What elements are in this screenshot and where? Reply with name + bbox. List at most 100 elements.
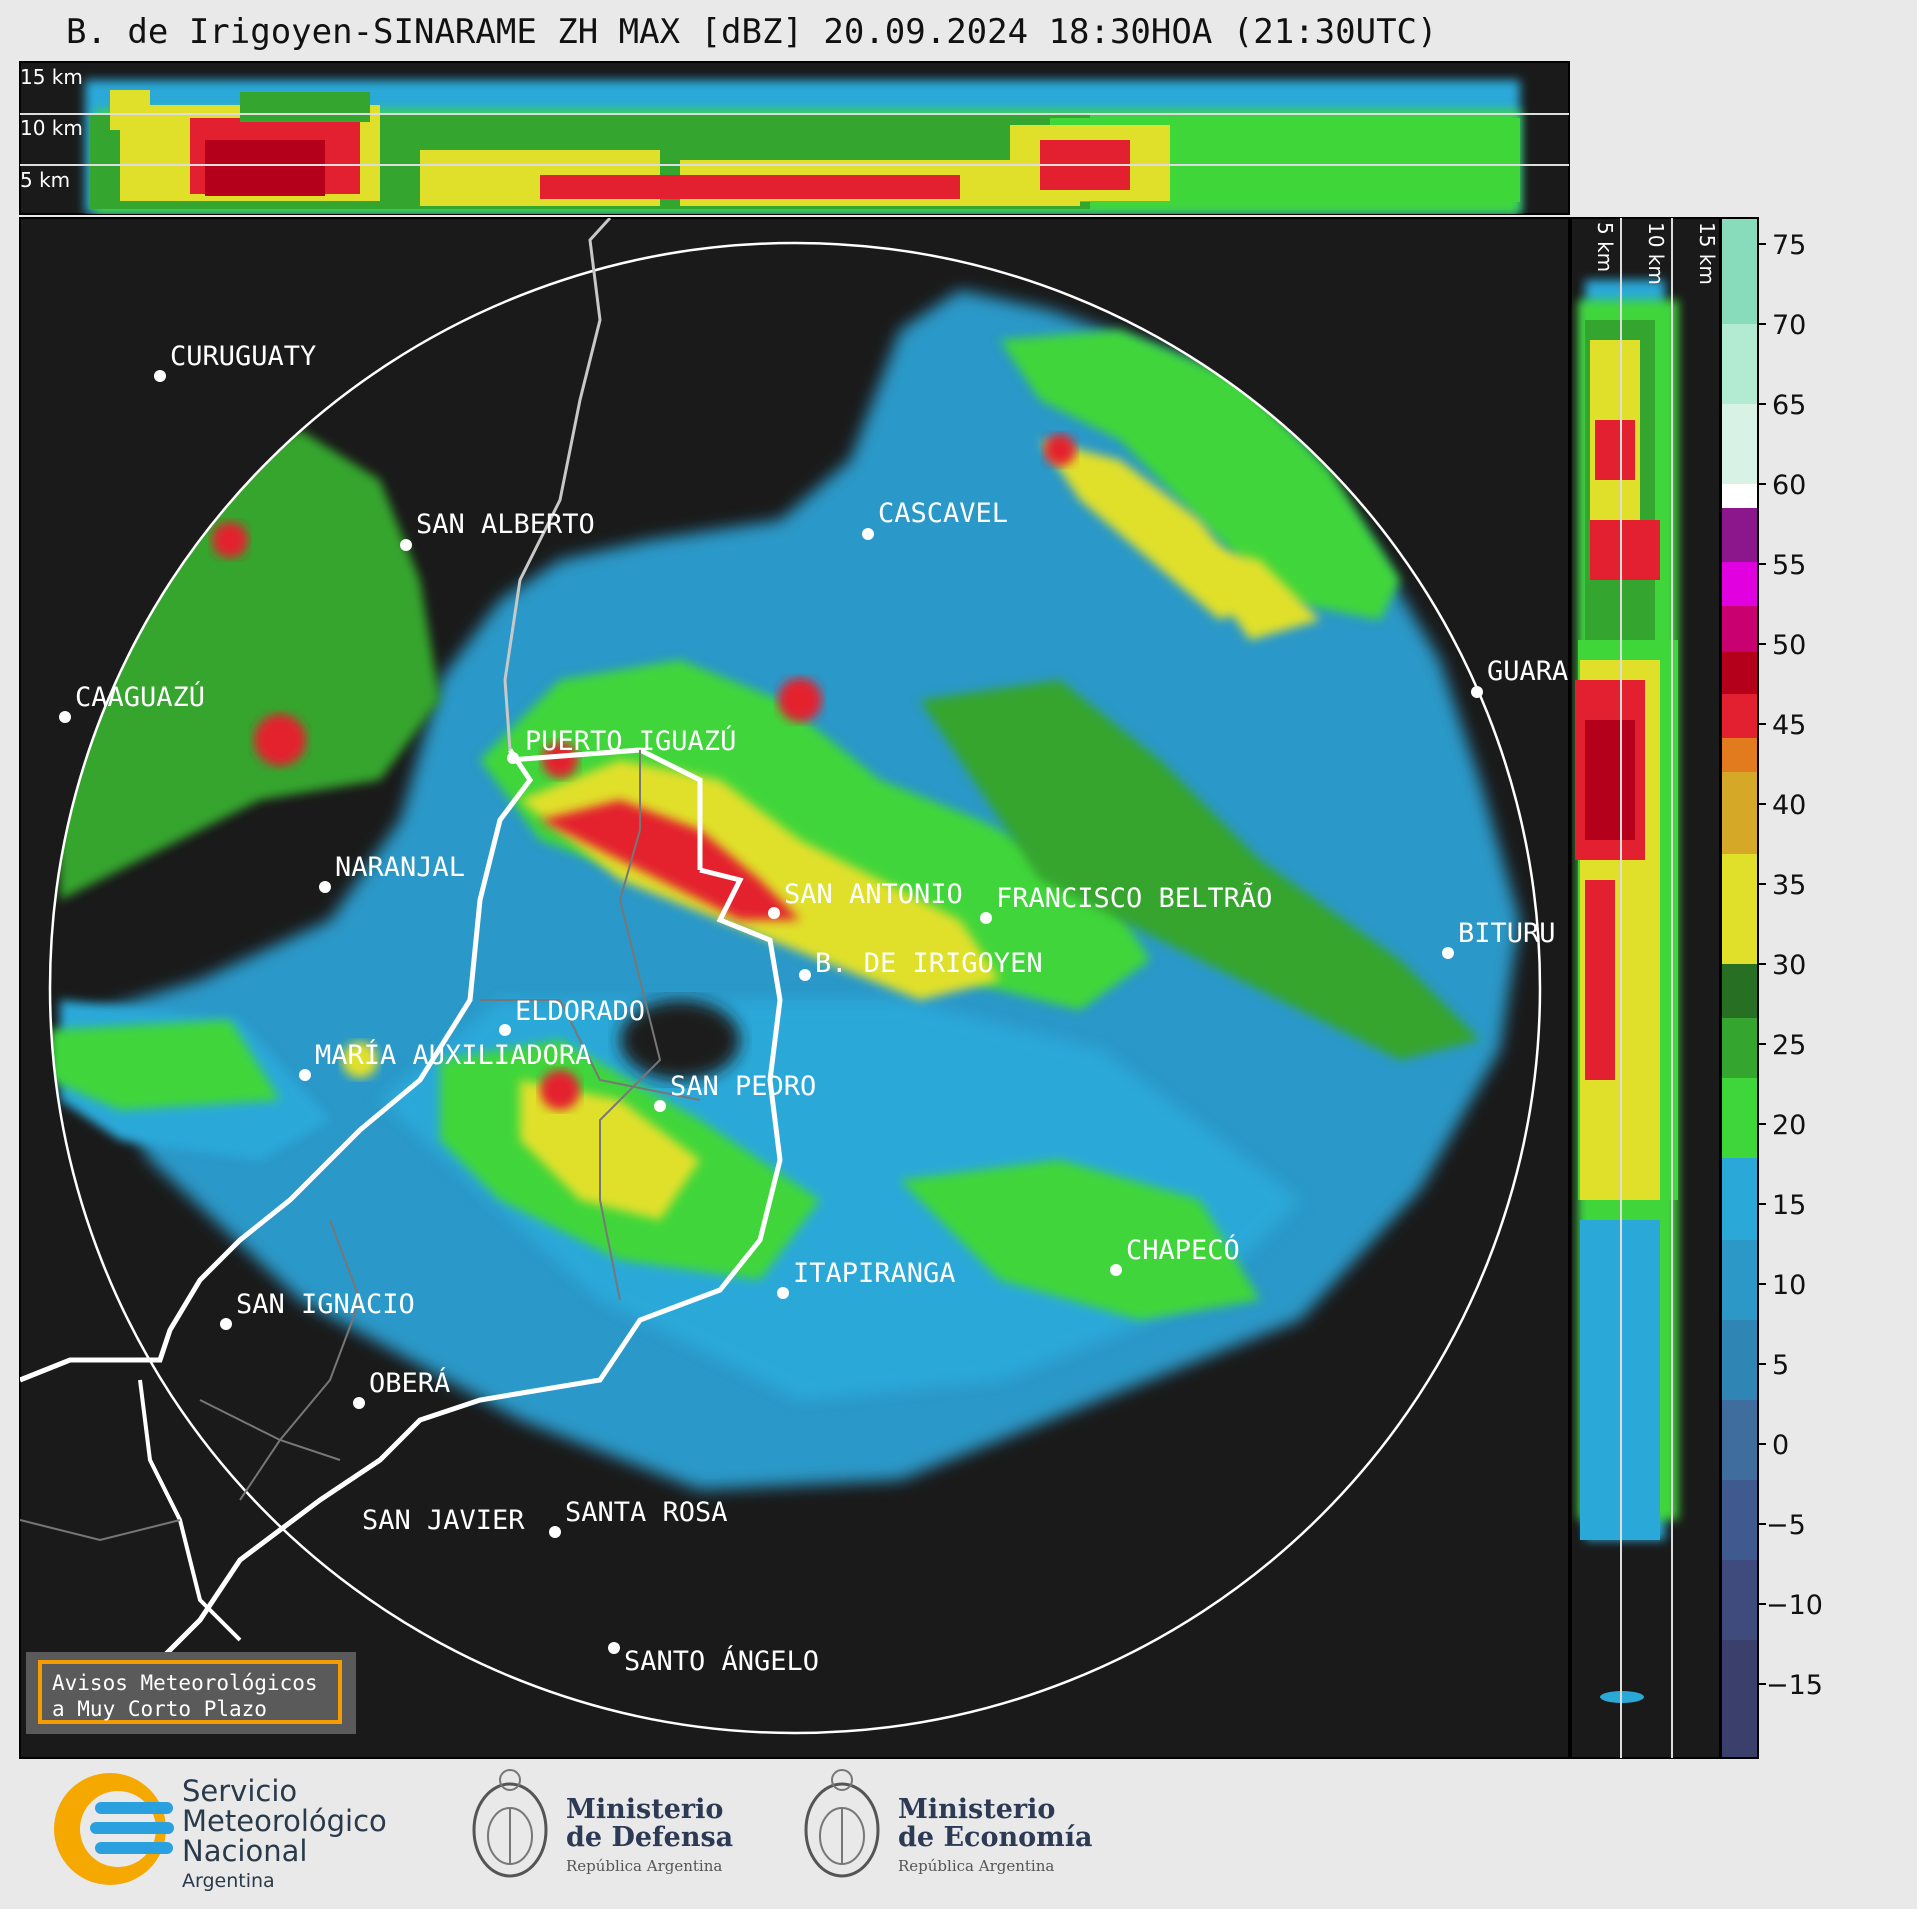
defensa-wordmark: Ministerio de Defensa República Argentin…: [566, 1794, 734, 1876]
svg-text:MARÍA AUXILIADORA: MARÍA AUXILIADORA: [315, 1039, 591, 1071]
svg-text:BITURU: BITURU: [1458, 918, 1556, 949]
city-markers: CURUGUATY SAN ALBERTO CASCAVEL CAAGUAZÚ …: [59, 341, 1568, 1677]
colorbar-swatch: [1721, 738, 1758, 772]
svg-text:NARANJAL: NARANJAL: [335, 852, 465, 883]
svg-text:25: 25: [1772, 1030, 1806, 1061]
colorbar-swatch: [1721, 1400, 1758, 1480]
city-san-javier: SAN JAVIER: [362, 1505, 525, 1536]
svg-text:FRANCISCO BELTRÃO: FRANCISCO BELTRÃO: [996, 882, 1272, 914]
svg-text:B. DE IRIGOYEN: B. DE IRIGOYEN: [815, 948, 1043, 979]
svg-text:5: 5: [1772, 1350, 1789, 1381]
svg-text:75: 75: [1772, 230, 1806, 261]
svg-text:CAAGUAZÚ: CAAGUAZÚ: [75, 681, 205, 713]
svg-text:20: 20: [1772, 1110, 1806, 1141]
svg-text:SAN ANTONIO: SAN ANTONIO: [784, 879, 963, 910]
top-km-label-15: 15 km: [20, 65, 83, 89]
colorbar-ticks: [1758, 243, 1766, 1685]
city-caaguazu: CAAGUAZÚ: [59, 681, 205, 723]
svg-text:SANTA ROSA: SANTA ROSA: [565, 1497, 728, 1528]
range-ring: [48, 241, 1542, 1735]
colorbar-swatch: [1721, 1078, 1758, 1158]
svg-text:45: 45: [1772, 710, 1806, 741]
svg-text:CURUGUATY: CURUGUATY: [170, 341, 316, 372]
colorbar-swatch: [1721, 652, 1758, 694]
city-san-ignacio: SAN IGNACIO: [220, 1289, 415, 1330]
colorbar-swatch: [1721, 562, 1758, 606]
city-curuguaty: CURUGUATY: [154, 341, 316, 382]
colorbar-swatch: [1721, 404, 1758, 484]
city-b-de-irigoyen: B. DE IRIGOYEN: [799, 948, 1043, 981]
smn-logo: [54, 1773, 174, 1885]
city-santa-rosa: SANTA ROSA: [549, 1497, 728, 1538]
city-santo-angelo: SANTO ÁNGELO: [608, 1642, 819, 1677]
svg-text:15: 15: [1772, 1190, 1806, 1221]
svg-text:PUERTO IGUAZÚ: PUERTO IGUAZÚ: [525, 725, 736, 757]
colorbar-swatch: [1721, 694, 1758, 738]
svg-text:60: 60: [1772, 470, 1806, 501]
side-section-echoes: [1575, 280, 1678, 1703]
smn-wordmark: Servicio Meteorológico Nacional Argentin…: [182, 1774, 387, 1892]
colorbar-swatch: [1721, 324, 1758, 404]
notice-line-2: a Muy Corto Plazo: [52, 1697, 267, 1721]
borders: [20, 218, 783, 1662]
svg-text:SANTO ÁNGELO: SANTO ÁNGELO: [624, 1645, 819, 1677]
defensa-seal-icon: [472, 1769, 548, 1878]
svg-text:SAN JAVIER: SAN JAVIER: [362, 1505, 525, 1536]
svg-text:SAN PEDRO: SAN PEDRO: [670, 1071, 816, 1102]
svg-text:0: 0: [1772, 1430, 1789, 1461]
notice-box: Avisos Meteorológicos a Muy Corto Plazo: [38, 1660, 342, 1724]
city-san-alberto: SAN ALBERTO: [400, 509, 595, 551]
top-section-echoes: [85, 80, 1520, 214]
top-km-label-10: 10 km: [20, 116, 83, 140]
map-title: B. de Irigoyen-SINARAME ZH MAX [dBZ] 20.…: [66, 12, 1438, 52]
city-bituru: BITURU: [1442, 918, 1556, 959]
side-km-label-5: 5 km: [1593, 222, 1617, 272]
city-maria-auxiliadora: MARÍA AUXILIADORA: [299, 1039, 591, 1081]
svg-text:SAN IGNACIO: SAN IGNACIO: [236, 1289, 415, 1320]
city-cascavel: CASCAVEL: [862, 498, 1008, 540]
svg-text:ELDORADO: ELDORADO: [515, 996, 645, 1027]
city-itapiranga: ITAPIRANGA: [777, 1258, 956, 1299]
svg-text:50: 50: [1772, 630, 1806, 661]
svg-text:−15: −15: [1766, 1670, 1823, 1701]
colorbar-labels: 75 70 65 60 55 50 45 40 35 30 25 20 15 1…: [1766, 230, 1823, 1701]
svg-text:−5: −5: [1766, 1510, 1806, 1541]
city-guara: GUARA: [1471, 656, 1568, 698]
reflectivity-layer: [50, 290, 1520, 1490]
side-km-label-15: 15 km: [1695, 222, 1719, 285]
city-san-antonio: SAN ANTONIO: [768, 879, 963, 919]
side-km-label-10: 10 km: [1644, 222, 1668, 285]
city-naranjal: NARANJAL: [319, 852, 465, 893]
svg-text:CASCAVEL: CASCAVEL: [878, 498, 1008, 529]
economia-wordmark: Ministerio de Economía República Argenti…: [898, 1794, 1093, 1876]
city-san-pedro: SAN PEDRO: [654, 1071, 816, 1112]
colorbar-swatch: [1721, 1560, 1758, 1640]
svg-text:35: 35: [1772, 870, 1806, 901]
colorbar: [1720, 217, 1759, 1759]
colorbar-swatch: [1721, 854, 1758, 964]
svg-text:55: 55: [1772, 550, 1806, 581]
svg-text:SAN ALBERTO: SAN ALBERTO: [416, 509, 595, 540]
svg-text:10: 10: [1772, 1270, 1806, 1301]
svg-text:40: 40: [1772, 790, 1806, 821]
notice-line-1: Avisos Meteorológicos: [52, 1671, 318, 1695]
svg-text:70: 70: [1772, 310, 1806, 341]
city-puerto-iguazu: PUERTO IGUAZÚ: [507, 725, 736, 764]
city-chapeco: CHAPECÓ: [1110, 1234, 1240, 1276]
colorbar-swatch: [1721, 1240, 1758, 1320]
city-eldorado: ELDORADO: [499, 996, 645, 1036]
colorbar-swatch: [1721, 484, 1758, 508]
svg-text:CHAPECÓ: CHAPECÓ: [1126, 1234, 1240, 1266]
colorbar-swatch: [1721, 772, 1758, 854]
colorbar-swatch: [1721, 1018, 1758, 1078]
svg-text:65: 65: [1772, 390, 1806, 421]
city-francisco-beltrao: FRANCISCO BELTRÃO: [980, 882, 1272, 924]
colorbar-swatch: [1721, 1158, 1758, 1240]
svg-text:30: 30: [1772, 950, 1806, 981]
colorbar-swatch: [1721, 1480, 1758, 1560]
colorbar-swatch: [1721, 1640, 1758, 1758]
economia-seal-icon: [804, 1769, 880, 1878]
colorbar-swatch: [1721, 1320, 1758, 1400]
colorbar-swatch: [1721, 964, 1758, 1018]
